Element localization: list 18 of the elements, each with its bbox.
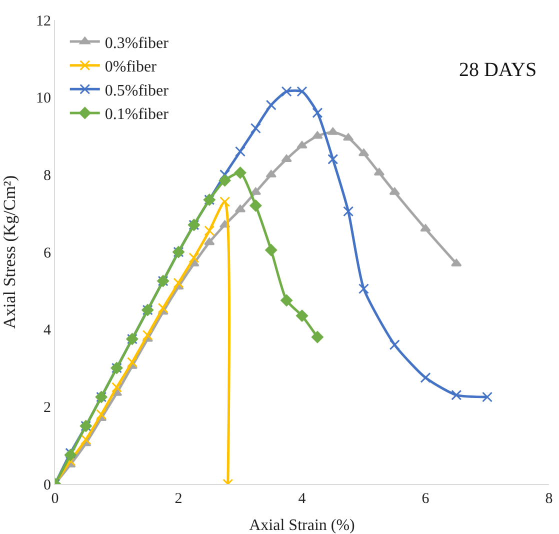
y-axis-title: Axial Stress (Kg/Cm²)	[0, 175, 19, 329]
legend-label: 0.5%fiber	[104, 82, 170, 100]
x-tick-label: 6	[422, 491, 430, 507]
x-tick-label: 8	[545, 491, 553, 507]
legend-label: 0%fiber	[104, 58, 158, 76]
y-tick-label: 2	[44, 400, 51, 416]
y-tick-label: 6	[44, 245, 52, 262]
annotation: 28 DAYS	[459, 59, 537, 81]
y-tick-label: 0	[44, 477, 51, 494]
y-tick-label: 12	[36, 13, 51, 30]
x-tick-label: 2	[174, 491, 182, 507]
legend-label: 0.1%fiber	[104, 106, 170, 124]
y-tick-label: 4	[44, 322, 52, 339]
y-tick-label: 8	[44, 168, 51, 184]
x-axis-title: Axial Strain (%)	[249, 517, 355, 534]
x-tick-label: 4	[298, 491, 306, 507]
legend-label: 0.3%fiber	[104, 34, 170, 52]
y-tick-label: 10	[36, 90, 51, 107]
